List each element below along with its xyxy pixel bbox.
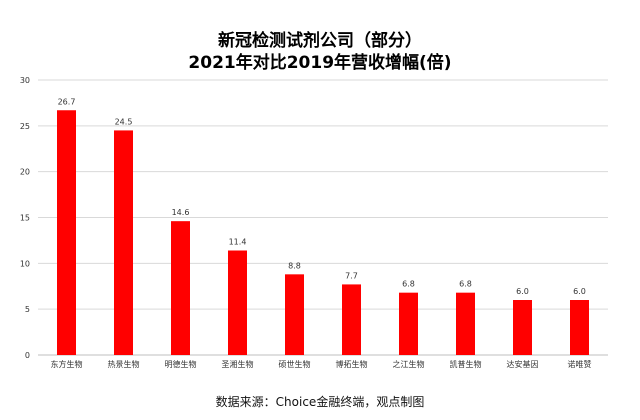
- bar: [570, 300, 589, 355]
- data-label: 6.8: [402, 280, 415, 289]
- data-label: 6.0: [516, 287, 529, 296]
- x-tick-label: 达安基因: [507, 359, 539, 369]
- bar: [114, 130, 133, 355]
- y-tick-label: 15: [20, 214, 30, 223]
- bar: [342, 284, 361, 355]
- bar: [285, 274, 304, 355]
- bar: [456, 292, 475, 355]
- data-source: 数据来源：Choice金融终端，观点制图: [215, 395, 425, 409]
- x-tick-label: 之江生物: [393, 359, 425, 369]
- y-tick-label: 10: [20, 259, 30, 268]
- y-tick-label: 20: [20, 168, 30, 177]
- x-tick-label: 凯普生物: [450, 359, 482, 369]
- data-label: 6.8: [459, 280, 472, 289]
- y-tick-label: 5: [25, 305, 30, 314]
- x-tick-label: 硕世生物: [279, 359, 311, 369]
- x-tick-label: 圣湘生物: [222, 359, 254, 369]
- chart-title: 新冠检测试剂公司（部分） 2021年对比2019年营收增幅(倍): [0, 30, 640, 74]
- data-label: 14.6: [172, 208, 190, 217]
- chart-title-line2: 2021年对比2019年营收增幅(倍): [188, 53, 452, 73]
- x-tick-label: 东方生物: [51, 359, 83, 369]
- x-tick-label: 热景生物: [108, 359, 140, 369]
- x-tick-label: 博拓生物: [336, 359, 368, 369]
- x-tick-label: 诺唯赞: [568, 359, 592, 369]
- y-tick-label: 25: [20, 122, 30, 131]
- bar: [513, 300, 532, 355]
- bar: [57, 110, 76, 355]
- y-tick-label: 30: [20, 76, 30, 85]
- data-label: 7.7: [345, 271, 358, 280]
- data-label: 24.5: [115, 117, 133, 126]
- data-label: 8.8: [288, 261, 301, 270]
- chart-title-line1: 新冠检测试剂公司（部分）: [218, 31, 422, 51]
- y-tick-label: 0: [25, 351, 30, 360]
- x-tick-label: 明德生物: [165, 359, 197, 369]
- data-label: 6.0: [573, 287, 586, 296]
- bar: [228, 250, 247, 355]
- data-label: 26.7: [58, 97, 76, 106]
- bar: [399, 292, 418, 355]
- data-label: 11.4: [229, 238, 247, 247]
- bar: [171, 221, 190, 355]
